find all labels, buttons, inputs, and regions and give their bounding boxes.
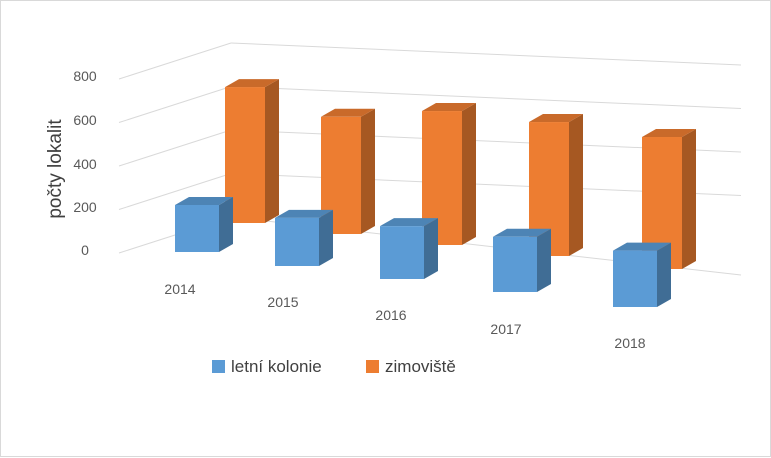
x-tick-label: 2016: [375, 307, 406, 323]
x-tick-label: 2014: [164, 281, 195, 297]
bar-zimoviste-2015-side: [361, 108, 375, 234]
bar-zimoviste-2017-side: [569, 114, 583, 256]
bar-letni-kolonie-2015: [275, 217, 319, 266]
bar-zimoviste-2016-top: [422, 103, 476, 112]
x-axis-ticks: 2014 2015 2016 2017 2018: [164, 281, 645, 351]
legend-label-zimoviste: zimoviště: [385, 357, 456, 376]
bar-zimoviste-2015-top: [321, 108, 375, 117]
bar-letni-kolonie-2018-top: [613, 242, 671, 251]
y-tick-label: 600: [73, 112, 97, 128]
legend-swatch-zimoviste: [366, 360, 379, 373]
bar-letni-kolonie-2018: [613, 250, 657, 307]
gridline-side: [118, 129, 232, 167]
bar-letni-kolonie-2017-side: [537, 228, 551, 292]
gridline-side: [118, 42, 232, 80]
bar-letni-kolonie-2014-side: [219, 197, 233, 252]
gridline-side: [118, 86, 232, 123]
bar-letni-kolonie-2015-side: [319, 209, 333, 266]
x-tick-label: 2017: [490, 321, 521, 337]
bar-zimoviste-2014-top: [225, 79, 279, 88]
y-tick-label: 400: [73, 156, 97, 172]
y-tick-label: 800: [73, 68, 97, 84]
bars: [175, 79, 696, 307]
bar-letni-kolonie-2016: [380, 226, 424, 279]
x-tick-label: 2015: [267, 294, 298, 310]
bar-zimoviste-2017-top: [529, 114, 583, 123]
y-tick-label: 200: [73, 199, 97, 215]
bar-letni-kolonie-2017-top: [493, 228, 551, 237]
gridline-back: [230, 42, 742, 66]
gridline-back: [230, 86, 742, 109]
bar-letni-kolonie-2016-top: [380, 218, 438, 227]
bar-zimoviste-2016-side: [462, 103, 476, 245]
bar-letni-kolonie-2014-top: [175, 197, 233, 205]
bar-zimoviste-2018-side: [682, 129, 696, 269]
x-tick-label: 2018: [614, 335, 645, 351]
y-tick-label: 0: [81, 242, 89, 258]
y-axis-label: počty lokalit: [45, 119, 66, 219]
bar-zimoviste-2014-side: [265, 79, 279, 223]
y-axis-ticks: 0 200 400 600 800: [73, 68, 97, 258]
bar-letni-kolonie-2016-side: [424, 218, 438, 279]
bar-letni-kolonie-2017: [493, 236, 537, 292]
legend: letní kolonie zimoviště: [212, 357, 456, 376]
bar-zimoviste-2018-top: [642, 129, 696, 138]
bar-letni-kolonie-2014: [175, 205, 219, 252]
legend-swatch-letni-kolonie: [212, 360, 225, 373]
legend-label-letni-kolonie: letní kolonie: [231, 357, 322, 376]
gridline-side: [118, 173, 232, 210]
bar-letni-kolonie-2018-side: [657, 242, 671, 307]
bar-letni-kolonie-2015-top: [275, 209, 333, 218]
